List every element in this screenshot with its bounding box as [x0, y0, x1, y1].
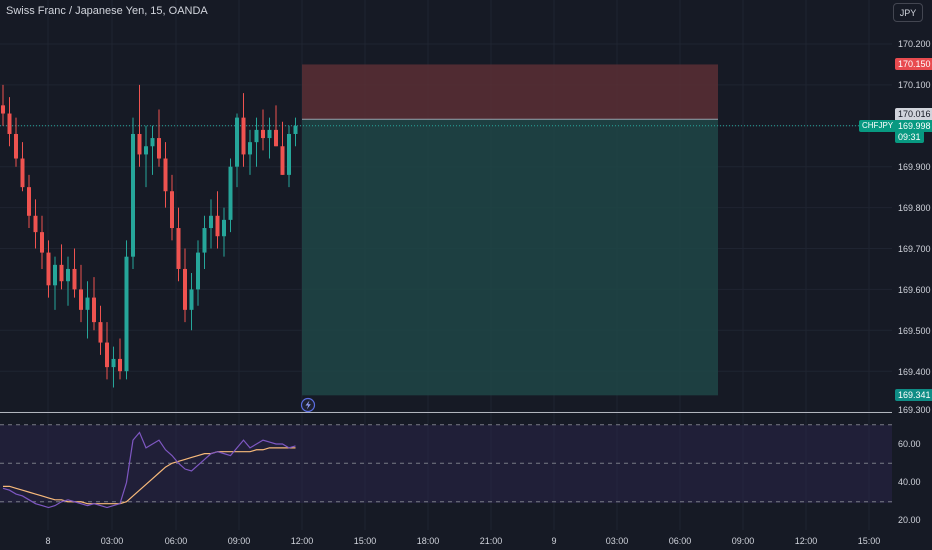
- entry-price-label: 170.016: [895, 108, 932, 120]
- candle-body: [46, 252, 51, 286]
- candle-body: [209, 215, 213, 229]
- oscillator-band: [0, 425, 892, 503]
- oscillator-line: [2, 431, 296, 509]
- time-tick: 18:00: [416, 536, 440, 546]
- time-tick: 03:00: [605, 536, 629, 546]
- countdown-label: 09:31: [895, 131, 924, 143]
- time-tick: 15:00: [857, 536, 881, 546]
- price-tick: 170.100: [898, 80, 931, 90]
- price-tick: 169.900: [898, 162, 931, 172]
- candle-body: [287, 133, 291, 175]
- oscillator-signal-line: [3, 447, 296, 505]
- oscillator-tick: 20.00: [898, 515, 921, 525]
- candle-body: [228, 166, 233, 220]
- symbol-tag: CHFJPY: [859, 120, 897, 132]
- candle-body: [14, 133, 18, 159]
- candle-body: [222, 219, 226, 237]
- current-price-label: 169.998: [895, 120, 932, 132]
- price-tick: 170.200: [898, 39, 931, 49]
- current-price-box: 170.016 169.998 09:31: [895, 108, 932, 143]
- candle-body: [280, 146, 285, 175]
- candle-body: [157, 138, 161, 159]
- candle-body: [111, 358, 116, 368]
- candle-body: [72, 268, 77, 290]
- candle-body: [241, 117, 246, 155]
- oscillator-tick: 40.00: [898, 477, 921, 487]
- candle-body: [27, 187, 31, 216]
- candle-body: [33, 215, 38, 233]
- candle-body: [150, 138, 155, 147]
- time-tick: 15:00: [353, 536, 377, 546]
- price-tick: 169.500: [898, 326, 931, 336]
- candle-body: [137, 133, 142, 155]
- symbol-description[interactable]: Swiss Franc / Japanese Yen, 15, OANDA: [6, 5, 208, 17]
- candle-body: [261, 129, 265, 139]
- price-tick: 169.300: [898, 405, 931, 415]
- candle-body: [66, 268, 70, 282]
- candle-body: [215, 215, 220, 237]
- time-tick: 8: [45, 536, 51, 546]
- candle-body: [202, 228, 207, 253]
- candle-body: [79, 289, 83, 310]
- take-profit-price-label: 169.341: [895, 389, 932, 401]
- time-tick: 06:00: [164, 536, 188, 546]
- time-tick: 21:00: [479, 536, 503, 546]
- time-tick: 12:00: [290, 536, 314, 546]
- candle-body: [163, 158, 168, 192]
- candle-body: [274, 129, 278, 147]
- time-tick: 03:00: [100, 536, 124, 546]
- candle-body: [254, 129, 259, 143]
- candle-body: [248, 142, 252, 155]
- candle-body: [189, 289, 194, 310]
- flash-icon[interactable]: [300, 397, 316, 413]
- candle-body: [124, 256, 129, 372]
- candle-body: [1, 105, 5, 114]
- candle-body: [118, 358, 122, 372]
- price-tick: 169.600: [898, 285, 931, 295]
- candle-body: [183, 268, 187, 310]
- candle-body: [293, 125, 298, 134]
- take-profit-zone[interactable]: [302, 119, 718, 396]
- candle-body: [40, 232, 44, 253]
- candle-body: [235, 117, 239, 167]
- candle-body: [267, 129, 272, 139]
- candle-body: [131, 133, 135, 257]
- candle-body: [20, 158, 25, 188]
- currency-button[interactable]: JPY: [893, 3, 923, 22]
- price-tick: 169.800: [898, 203, 931, 213]
- oscillator-tick: 60.00: [898, 439, 921, 449]
- candle-body: [105, 342, 109, 368]
- price-tick: 169.700: [898, 244, 931, 254]
- candle-body: [196, 252, 200, 290]
- candle-body: [7, 113, 12, 134]
- candle-body: [59, 264, 64, 282]
- candle-body: [176, 228, 181, 269]
- candles: [1, 84, 298, 388]
- candle-body: [170, 191, 174, 229]
- time-tick: 09:00: [227, 536, 251, 546]
- candle-body: [92, 297, 96, 323]
- candle-body: [53, 264, 57, 286]
- price-tick: 169.400: [898, 367, 931, 377]
- time-tick: 09:00: [731, 536, 755, 546]
- stop-loss-price-label: 170.150: [895, 58, 932, 70]
- stop-loss-zone[interactable]: [302, 64, 718, 120]
- time-tick: 9: [551, 536, 557, 546]
- time-tick: 06:00: [668, 536, 692, 546]
- candle-body: [85, 297, 90, 310]
- candle-body: [98, 322, 103, 343]
- candle-body: [144, 146, 148, 155]
- time-tick: 12:00: [794, 536, 818, 546]
